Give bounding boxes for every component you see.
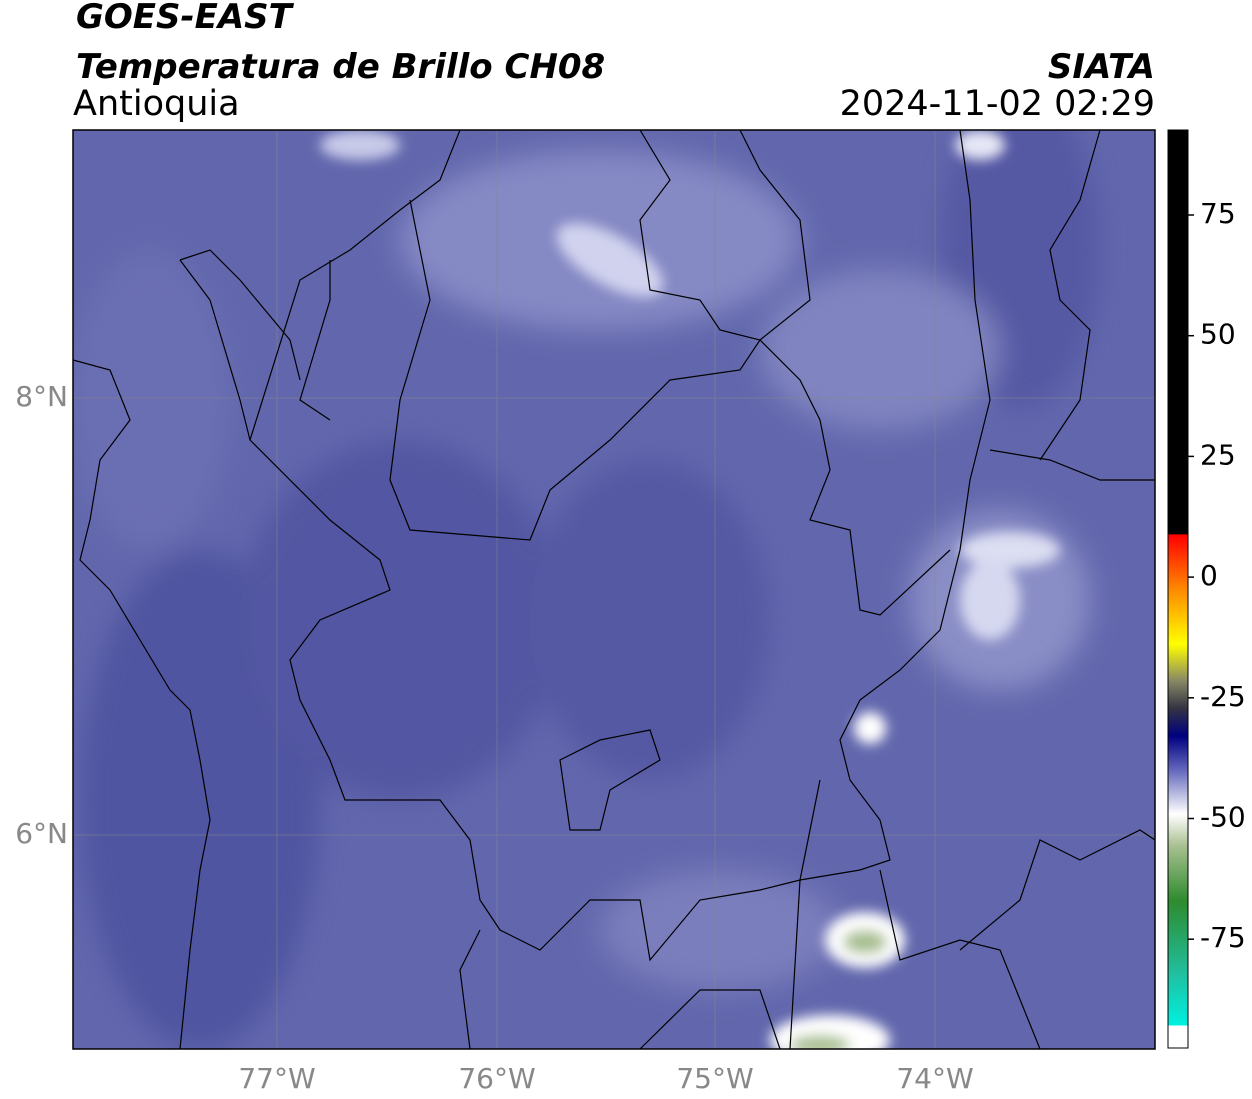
boundaries (73, 130, 1155, 1049)
lat-label: 8°N (15, 380, 68, 413)
subtitle: Temperatura de Brillo CH08 (76, 47, 605, 87)
datetime: 2024-11-02 02:29 (840, 84, 1155, 124)
lat-label: 6°N (15, 817, 68, 850)
colorbar (1167, 129, 1189, 1049)
title: GOES-EAST (76, 0, 295, 37)
lon-label: 77°W (238, 1062, 315, 1095)
graticule (73, 130, 1155, 1049)
cold-tops (320, 130, 1060, 1049)
colorbar-tick-label: 75 (1200, 197, 1236, 230)
colorbar-tick-label: 0 (1200, 559, 1218, 592)
colorbar-tick-label: -50 (1200, 801, 1246, 834)
colorbar-ticks: 75 50 25 0 -25 -50 -75 (1188, 197, 1246, 954)
colorbar-tick-label: -75 (1200, 921, 1246, 954)
source: SIATA (1048, 47, 1155, 87)
colorbar-tick-label: 25 (1200, 438, 1236, 471)
lon-label: 74°W (896, 1062, 973, 1095)
colorbar-tick-label: 50 (1200, 318, 1236, 351)
lon-labels: 77°W 76°W 75°W 74°W (238, 1062, 973, 1095)
region: Antioquia (73, 84, 240, 124)
colorbar-tick-label: -25 (1200, 680, 1246, 713)
lon-label: 75°W (676, 1062, 753, 1095)
lat-labels: 8°N 6°N (15, 380, 68, 850)
map (73, 130, 1155, 1049)
lon-label: 76°W (458, 1062, 535, 1095)
map-frame (72, 129, 1156, 1050)
